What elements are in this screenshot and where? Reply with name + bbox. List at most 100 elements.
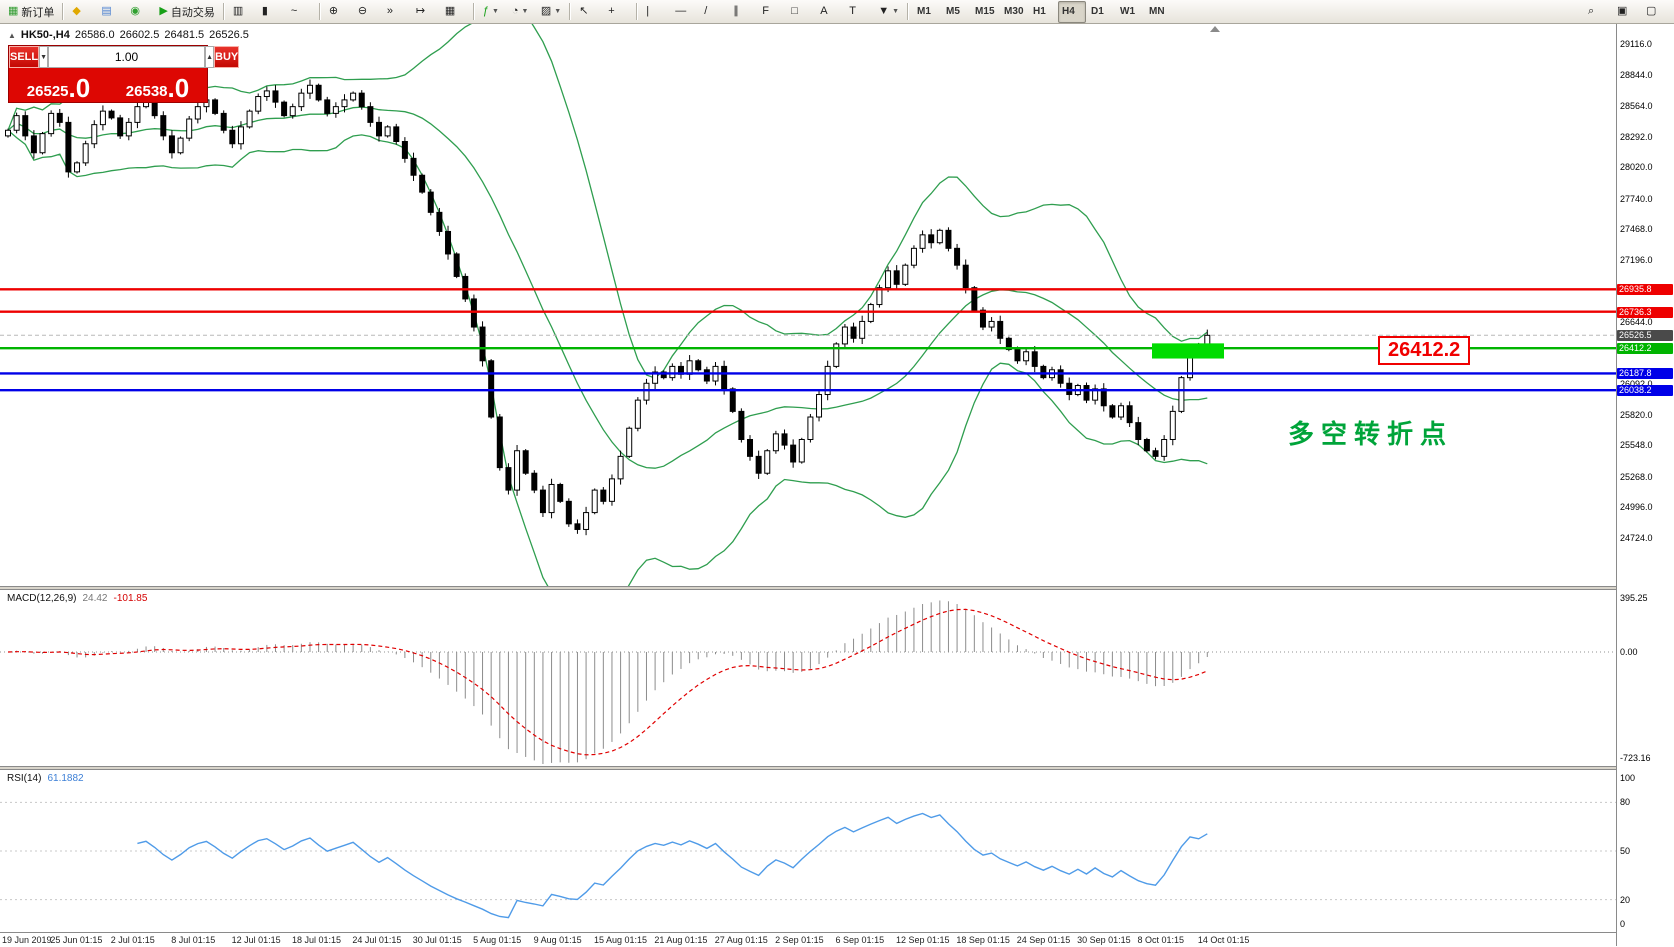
time-axis[interactable]: 19 Jun 2019 25 Jun 01:15 2 Jul 01:15 8 Jul … bbox=[0, 932, 1616, 947]
date-label: 14 Oct 01:15 bbox=[1197, 935, 1250, 945]
price-axis[interactable]: 29116.0 28844.0 28564.0 28292.0 28020.0 27740… bbox=[1616, 24, 1674, 946]
date-label: 30 Jul 01:15 bbox=[412, 935, 462, 945]
date-label: 15 Aug 01:15 bbox=[593, 935, 648, 945]
chart-shift-marker-icon[interactable] bbox=[1210, 26, 1220, 32]
collapse-panel-icon[interactable]: ▲ bbox=[8, 30, 16, 40]
date-label: 9 Aug 01:15 bbox=[533, 935, 582, 945]
periods-icon: ◔ bbox=[511, 5, 519, 17]
date-label: 21 Aug 01:15 bbox=[654, 935, 708, 945]
candlestick-button[interactable]: ▮ bbox=[258, 1, 286, 23]
fibonacci-button[interactable]: F bbox=[758, 1, 786, 23]
shapes-button[interactable]: □ bbox=[787, 1, 815, 23]
bar-chart-button[interactable]: ▥ bbox=[229, 1, 257, 23]
timeframe-m5-button-label: M5 bbox=[946, 6, 960, 17]
timeframe-m5-button[interactable]: M5 bbox=[942, 1, 970, 23]
cursor-button[interactable]: ↖ bbox=[575, 1, 603, 23]
channel-button[interactable]: ∥ bbox=[729, 1, 757, 23]
date-label: 24 Sep 01:15 bbox=[1016, 935, 1071, 945]
main-toolbar: ▦ 新订单 ◆ ▤ ◉ ▶ 自动交易 ▥ ▮ ~ ⊕ ⊖» ↦ ▦ ƒ ▼ ◔ ▼ ▨ ▼ ↖ + | — / ∥ F □ A T ▼ ▼ M1… bbox=[0, 0, 1674, 24]
autotrading-button-label: 自动交易 bbox=[170, 6, 215, 19]
dropdown-caret-icon: ▼ bbox=[554, 8, 562, 15]
sell-button[interactable]: SELL bbox=[9, 46, 40, 68]
date-label: 5 Aug 01:15 bbox=[473, 935, 522, 945]
zoom-in-button[interactable]: ⊕ bbox=[325, 1, 353, 23]
new-chart-window-button[interactable]: ▣ bbox=[1613, 1, 1641, 23]
timeframe-h4-button-label: H4 bbox=[1062, 6, 1075, 17]
volume-increase-button[interactable]: ▲ bbox=[205, 46, 214, 68]
arrows-button[interactable]: ▼ ▼ bbox=[874, 1, 903, 23]
timeframe-d1-button-label: D1 bbox=[1091, 6, 1104, 17]
sell-price-pips: .0 bbox=[68, 72, 91, 103]
highlight-rectangle[interactable] bbox=[1152, 343, 1224, 359]
main-price-chart[interactable] bbox=[0, 24, 1616, 586]
price-level-callout[interactable]: 26412.2 bbox=[1378, 336, 1471, 365]
zoom-out-button[interactable]: ⊖ bbox=[354, 1, 382, 23]
trendline-button[interactable]: / bbox=[700, 1, 728, 23]
macd-histogram bbox=[16, 600, 1208, 764]
buy-price[interactable]: 26538 .0 bbox=[108, 74, 207, 102]
auto-scroll-button[interactable]: » bbox=[383, 1, 411, 23]
new-order-button[interactable]: ▦ 新订单 bbox=[4, 1, 58, 23]
timeframe-m30-button[interactable]: M30 bbox=[1000, 1, 1028, 23]
horizontal-line-icon: — bbox=[675, 5, 687, 17]
tile-windows-icon: ▦ bbox=[444, 5, 456, 17]
chart-shift-button[interactable]: ↦ bbox=[412, 1, 440, 23]
navigator-button[interactable]: ◉ bbox=[126, 1, 154, 23]
autotrading-button[interactable]: ▶ 自动交易 bbox=[155, 1, 218, 23]
line-chart-button[interactable]: ~ bbox=[287, 1, 315, 23]
horizontal-line-button[interactable]: — bbox=[671, 1, 699, 23]
vertical-line-button[interactable]: | bbox=[642, 1, 670, 23]
timeframe-m15-button[interactable]: M15 bbox=[971, 1, 999, 23]
panel-splitter[interactable] bbox=[0, 766, 1674, 770]
dropdown-caret-icon: ▼ bbox=[492, 8, 499, 15]
data-window-button[interactable]: ▤ bbox=[97, 1, 125, 23]
indicators-button[interactable]: ƒ ▼ bbox=[479, 1, 507, 23]
crosshair-button[interactable]: + bbox=[604, 1, 632, 23]
macd-panel[interactable] bbox=[0, 590, 1616, 766]
periods-button[interactable]: ◔ ▼ bbox=[508, 1, 536, 23]
axis-price-badge: 26187.8 bbox=[1617, 368, 1673, 380]
toolbar-separator bbox=[318, 3, 321, 20]
crosshair-icon: + bbox=[608, 5, 615, 17]
ohlc-low: 26481.5 bbox=[164, 29, 205, 41]
chart-shift-icon: ↦ bbox=[415, 5, 426, 17]
templates-button[interactable]: ▨ ▼ bbox=[537, 1, 565, 23]
axis-price-label: 25268.0 bbox=[1620, 471, 1653, 482]
volume-input[interactable] bbox=[48, 46, 206, 68]
sell-price[interactable]: 26525 .0 bbox=[9, 72, 108, 103]
buy-button[interactable]: BUY bbox=[214, 46, 240, 68]
axis-price-badge: 26935.8 bbox=[1617, 284, 1673, 296]
axis-price-label: 26092.0 bbox=[1620, 379, 1653, 390]
label-button[interactable]: T bbox=[845, 1, 873, 23]
axis-price-label: 20 bbox=[1620, 894, 1631, 905]
timeframe-d1-button[interactable]: D1 bbox=[1087, 1, 1115, 23]
timeframe-mn-button[interactable]: MN bbox=[1145, 1, 1173, 23]
macd-name: MACD(12,26,9) bbox=[7, 593, 77, 604]
turning-point-annotation[interactable]: 多空转折点 bbox=[1288, 419, 1454, 449]
axis-price-label: 28564.0 bbox=[1620, 101, 1653, 112]
sell-price-main: 26525 bbox=[26, 82, 69, 100]
candlesticks bbox=[5, 79, 1211, 536]
timeframe-w1-button[interactable]: W1 bbox=[1116, 1, 1144, 23]
rsi-panel[interactable] bbox=[0, 770, 1616, 932]
text-button[interactable]: A bbox=[816, 1, 844, 23]
axis-price-label: 100 bbox=[1620, 773, 1636, 783]
zoom-in-icon: ⊕ bbox=[328, 5, 339, 17]
timeframe-m1-button[interactable]: M1 bbox=[913, 1, 941, 23]
toolbar-separator bbox=[472, 3, 475, 20]
date-label: 2 Jul 01:15 bbox=[110, 935, 155, 945]
market-watch-button[interactable]: ◆ bbox=[68, 1, 96, 23]
templates-icon: ▨ bbox=[540, 5, 552, 17]
axis-price-badge: 26736.3 bbox=[1617, 306, 1673, 318]
panel-splitter[interactable] bbox=[0, 586, 1674, 590]
chart-ohlc-header: ▲ HK50-,H4 26586.0 26602.5 26481.5 26526… bbox=[8, 29, 249, 41]
axis-price-label: -723.16 bbox=[1620, 753, 1651, 763]
tile-windows-button[interactable]: ▦ bbox=[441, 1, 469, 23]
axis-price-label: 28020.0 bbox=[1620, 162, 1653, 173]
search-button[interactable]: ⌕ bbox=[1584, 1, 1612, 23]
timeframe-h4-button[interactable]: H4 bbox=[1058, 0, 1087, 23]
timeframe-m15-button-label: M15 bbox=[975, 6, 995, 17]
volume-decrease-button[interactable]: ▼ bbox=[39, 46, 49, 68]
window-cascade-button[interactable]: ▢ bbox=[1642, 1, 1670, 23]
timeframe-h1-button[interactable]: H1 bbox=[1029, 1, 1057, 23]
